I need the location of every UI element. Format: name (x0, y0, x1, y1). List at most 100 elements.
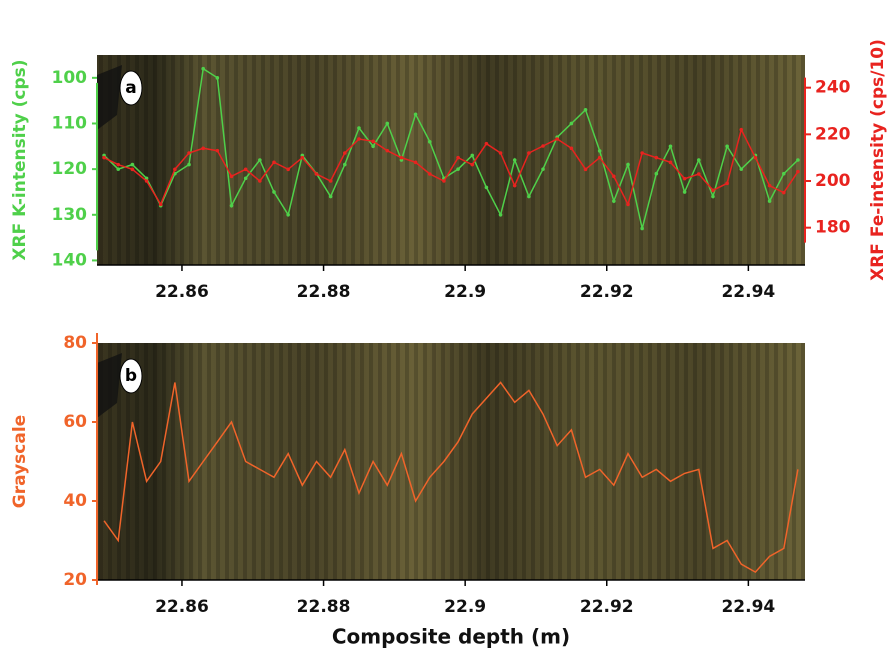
data-point (612, 199, 616, 203)
data-point (144, 179, 149, 183)
data-point (314, 172, 319, 176)
data-point (697, 158, 701, 162)
data-point (215, 76, 220, 80)
data-point (484, 141, 489, 146)
y-axis-label: Grayscale (10, 415, 30, 508)
data-point (413, 112, 418, 117)
data-point (569, 121, 574, 126)
y-tick-label: 140 (52, 250, 88, 270)
data-point (328, 194, 333, 199)
data-point (357, 137, 361, 141)
x-tick-label: 22.9 (444, 282, 486, 302)
x-axis-label: Composite depth (m) (332, 625, 570, 649)
y-tick-label: 100 (52, 68, 88, 88)
data-point (725, 144, 729, 149)
data-point (668, 144, 673, 149)
data-point (597, 155, 602, 160)
data-point (739, 167, 744, 171)
x-tick-label: 22.92 (580, 282, 634, 302)
data-point (427, 139, 432, 144)
panel-badge (119, 358, 143, 394)
data-point (626, 202, 630, 207)
x-tick-label: 22.9 (444, 597, 486, 617)
data-point (555, 137, 559, 141)
y2-tick-label: 180 (815, 218, 851, 238)
data-point (512, 158, 517, 162)
core-texture (97, 55, 805, 265)
data-point (682, 176, 687, 181)
x-tick-label: 22.86 (155, 597, 209, 617)
data-point (527, 151, 531, 155)
data-point (541, 144, 545, 148)
data-point (626, 162, 630, 167)
data-point (258, 179, 262, 183)
data-point (796, 169, 800, 174)
y-tick-label: 40 (63, 491, 87, 511)
y-tick-label: 80 (63, 333, 87, 353)
data-point (640, 151, 644, 155)
data-point (541, 167, 545, 171)
data-point (456, 167, 460, 171)
data-point (612, 174, 616, 179)
y-tick-label: 60 (63, 412, 87, 432)
series-line (103, 381, 799, 574)
data-point (498, 212, 503, 217)
data-point (569, 146, 574, 151)
core-dark-corner (97, 65, 122, 130)
data-point (158, 202, 163, 207)
data-point (753, 155, 758, 160)
data-point (258, 158, 262, 162)
data-point (682, 190, 687, 194)
core-dark-corner (97, 353, 122, 418)
data-point (116, 162, 121, 167)
panel-label: b (125, 366, 137, 386)
data-point (229, 203, 234, 208)
data-point (243, 176, 248, 181)
data-point (399, 155, 404, 160)
data-point (739, 127, 744, 132)
data-point (201, 66, 205, 71)
data-point (654, 155, 659, 160)
data-point (130, 167, 135, 172)
data-point (583, 167, 588, 172)
data-point (767, 199, 772, 203)
panel-label: a (125, 78, 136, 98)
data-point (725, 181, 729, 186)
data-point (173, 167, 177, 172)
data-point (286, 167, 290, 172)
data-point (343, 151, 347, 155)
y-tick-label: 20 (63, 570, 87, 590)
data-point (711, 188, 715, 193)
data-point (527, 194, 531, 199)
data-point (470, 153, 475, 158)
data-point (597, 149, 602, 153)
data-point (498, 151, 503, 155)
data-point (781, 171, 786, 176)
y-tick-label: 130 (52, 205, 88, 225)
core-texture (97, 343, 805, 580)
y-tick-label: 110 (52, 113, 88, 133)
data-point (243, 167, 248, 172)
y-tick-label: 120 (52, 159, 88, 179)
x-tick-label: 22.88 (297, 282, 351, 302)
data-point (640, 226, 644, 231)
data-point (187, 151, 191, 155)
data-point (385, 121, 390, 126)
y-axis-label: XRF K-intensity (cps) (10, 59, 30, 260)
series-line (103, 127, 799, 207)
data-point (102, 155, 106, 160)
data-point (697, 172, 701, 176)
data-point (413, 160, 418, 165)
data-point (343, 162, 347, 167)
data-point (654, 171, 659, 176)
x-tick-label: 22.94 (721, 597, 775, 617)
x-tick-label: 22.86 (155, 282, 209, 302)
data-point (371, 144, 375, 149)
data-point (201, 146, 205, 151)
data-point (442, 179, 446, 183)
data-point (781, 190, 786, 195)
y2-tick-label: 200 (815, 171, 851, 191)
data-point (470, 162, 475, 167)
data-point (215, 148, 220, 153)
